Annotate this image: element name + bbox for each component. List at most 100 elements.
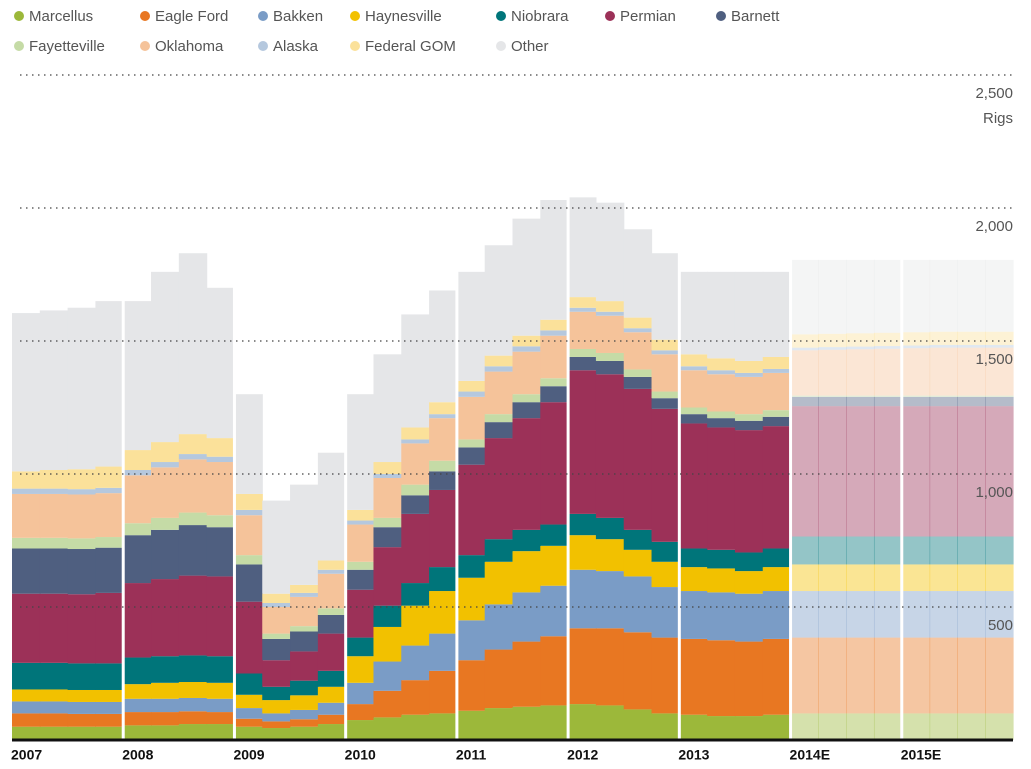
legend-label: Fayetteville: [29, 38, 105, 55]
area-segment: [818, 536, 847, 565]
area-segment: [373, 547, 402, 606]
area-segment: [317, 714, 347, 725]
area-segment: [873, 637, 903, 714]
area-segment: [234, 493, 263, 510]
legend-label: Permian: [620, 8, 676, 25]
year-separator: [121, 190, 125, 740]
area-segment: [929, 396, 958, 407]
area-segment: [373, 661, 402, 691]
area-segment: [178, 512, 208, 526]
area-segment: [734, 420, 764, 431]
area-segment: [623, 388, 653, 530]
area-segment: [484, 604, 514, 650]
area-segment: [262, 728, 291, 740]
area-segment: [456, 577, 486, 621]
area-segment: [985, 344, 1014, 348]
area-segment: [707, 640, 736, 717]
area-segment: [456, 555, 486, 578]
area-segment: [151, 271, 180, 443]
area-segment: [429, 633, 458, 671]
area-segment: [151, 712, 180, 726]
area-segment: [512, 218, 541, 336]
area-segment: [762, 426, 792, 549]
area-segment: [39, 593, 69, 663]
area-segment: [95, 301, 124, 467]
area-segment: [317, 633, 347, 671]
area-segment: [484, 422, 514, 439]
x-tick-label: 2011: [456, 747, 487, 763]
y-tick-label: 1,500: [975, 351, 1013, 368]
area-segment: [317, 452, 347, 561]
area-segment: [262, 700, 291, 714]
area-segment: [151, 467, 180, 518]
area-segment: [623, 709, 653, 740]
area-segment: [846, 259, 875, 334]
legend-marker: [14, 41, 24, 51]
legend-label: Other: [511, 38, 549, 55]
area-segment: [429, 290, 458, 403]
area-segment: [67, 538, 97, 550]
area-segment: [734, 360, 764, 373]
area-segment: [929, 637, 958, 714]
area-segment: [345, 704, 375, 721]
area-segment: [568, 513, 597, 536]
area-segment: [734, 716, 764, 740]
area-segment: [234, 564, 263, 602]
area-segment: [707, 427, 736, 550]
area-segment: [985, 406, 1014, 537]
area-segment: [262, 593, 291, 604]
area-segment: [151, 725, 180, 740]
year-separator: [232, 190, 236, 740]
area-segment: [957, 591, 986, 638]
area-segment: [234, 673, 263, 695]
year-separator: [677, 190, 681, 740]
area-segment: [290, 695, 319, 710]
area-segment: [929, 395, 958, 397]
area-segment: [595, 539, 625, 572]
area-segment: [373, 605, 402, 627]
area-segment: [985, 259, 1014, 332]
area-segment: [39, 310, 69, 471]
area-segment: [957, 347, 986, 396]
area-segment: [679, 638, 708, 715]
area-segment: [540, 319, 569, 331]
area-segment: [512, 706, 541, 740]
area-segment: [568, 197, 597, 298]
area-segment: [206, 438, 236, 457]
area-segment: [123, 725, 152, 740]
area-segment: [67, 469, 97, 490]
area-segment: [929, 259, 958, 332]
area-segment: [790, 347, 819, 351]
area-segment: [39, 713, 69, 727]
area-segment: [790, 713, 819, 740]
area-segment: [679, 567, 708, 592]
area-segment: [95, 689, 124, 702]
area-segment: [12, 689, 41, 702]
year-separator: [344, 190, 348, 740]
area-segment: [679, 271, 708, 355]
area-segment: [679, 354, 708, 367]
area-segment: [985, 331, 1014, 345]
area-segment: [317, 614, 347, 634]
area-segment: [178, 454, 208, 460]
area-segment: [12, 701, 41, 714]
plot-area: [12, 197, 1014, 740]
area-segment: [484, 649, 514, 709]
area-segment: [985, 564, 1014, 592]
area-segment: [818, 591, 847, 638]
area-segment: [67, 713, 97, 727]
area-segment: [623, 328, 653, 333]
area-segment: [151, 442, 180, 463]
area-segment: [929, 591, 958, 638]
area-segment: [206, 656, 236, 683]
area-segment: [484, 438, 514, 540]
area-segment: [123, 523, 152, 536]
area-segment: [540, 636, 569, 706]
x-tick-label: 2012: [567, 747, 598, 763]
area-segment: [568, 348, 597, 357]
area-segment: [790, 406, 819, 537]
area-segment: [762, 356, 792, 369]
area-segment: [957, 331, 986, 345]
area-segment: [873, 259, 903, 333]
legend: Marcellus Eagle Ford Bakken Haynesville Niob…: [14, 8, 780, 55]
